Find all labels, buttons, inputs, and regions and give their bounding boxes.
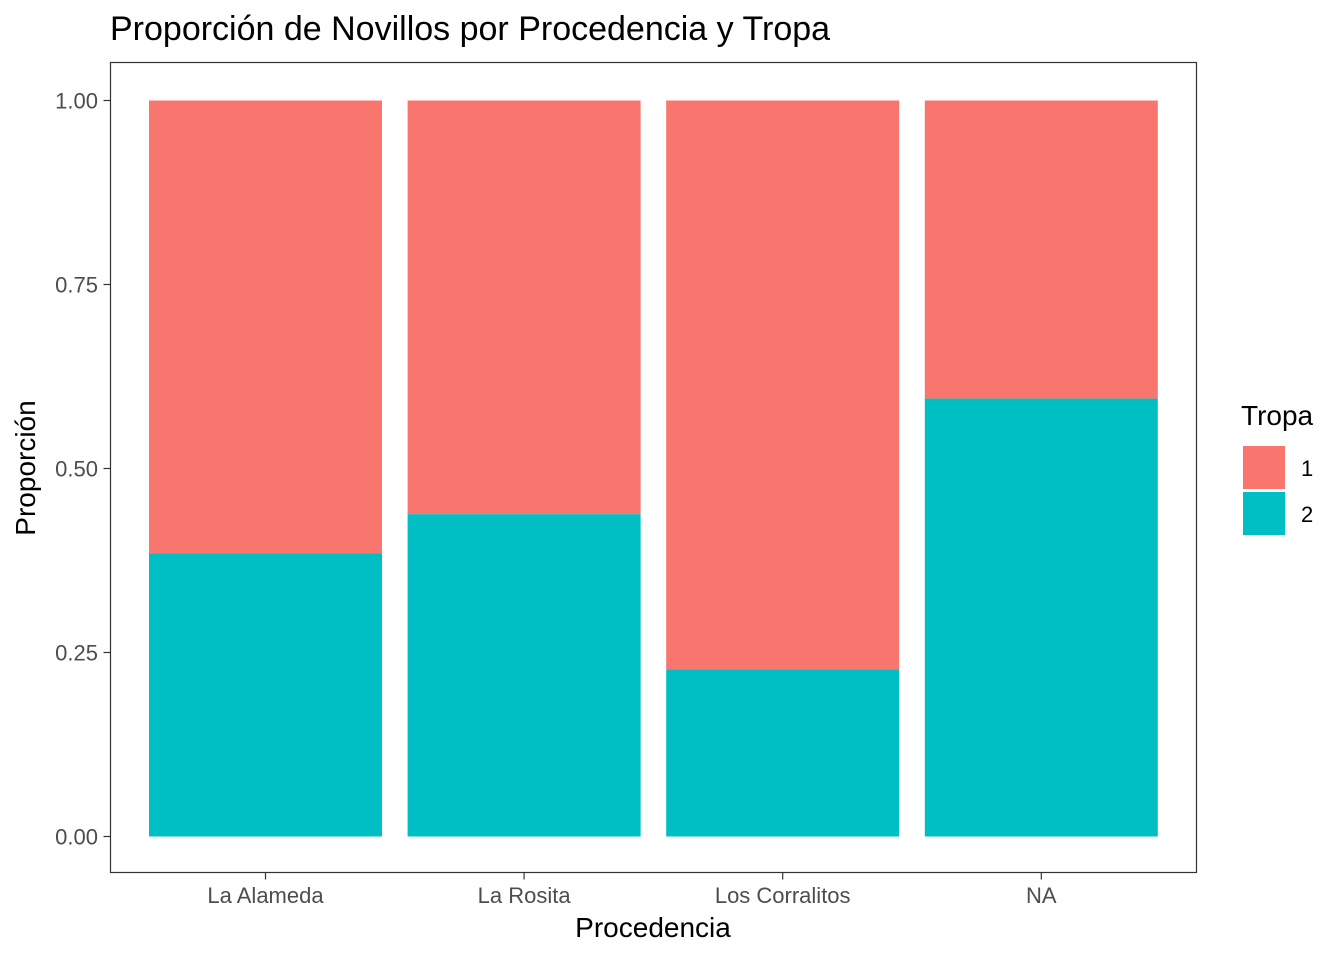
legend-label-1: 1 — [1301, 456, 1313, 481]
y-tick-label: 0.25 — [55, 641, 98, 666]
y-tick-label: 0.00 — [55, 825, 98, 850]
bars-layer — [149, 100, 1158, 837]
legend-title: Tropa — [1241, 400, 1314, 431]
y-axis-title: Proporción — [10, 400, 41, 535]
bar-los-corralitos-tropa-1 — [666, 100, 900, 670]
bar-los-corralitos-tropa-2 — [666, 669, 900, 837]
y-tick-label: 1.00 — [55, 89, 98, 114]
y-tick-label: 0.75 — [55, 273, 98, 298]
x-axis: La Alameda La Rosita Los Corralitos NA — [207, 872, 1057, 908]
y-tick-label: 0.50 — [55, 457, 98, 482]
bar-la-alameda-tropa-2 — [149, 553, 382, 837]
chart-title: Proporción de Novillos por Procedencia y… — [110, 10, 830, 48]
x-tick-label: La Rosita — [478, 883, 572, 908]
bar-la-alameda-tropa-1 — [149, 100, 382, 554]
bar-na-tropa-1 — [924, 100, 1158, 399]
x-axis-title: Procedencia — [575, 912, 731, 943]
bar-na-tropa-2 — [924, 398, 1158, 837]
bar-la-rosita-tropa-1 — [407, 100, 641, 515]
legend-key-1 — [1243, 446, 1285, 489]
legend: Tropa 1 2 — [1241, 400, 1314, 535]
x-tick-label: NA — [1026, 883, 1057, 908]
y-axis: 0.00 0.25 0.50 0.75 1.00 — [55, 89, 111, 850]
x-tick-label: Los Corralitos — [715, 883, 851, 908]
legend-label-2: 2 — [1301, 502, 1313, 527]
bar-la-rosita-tropa-2 — [407, 514, 641, 837]
x-tick-label: La Alameda — [207, 883, 324, 908]
legend-key-2 — [1243, 492, 1285, 535]
